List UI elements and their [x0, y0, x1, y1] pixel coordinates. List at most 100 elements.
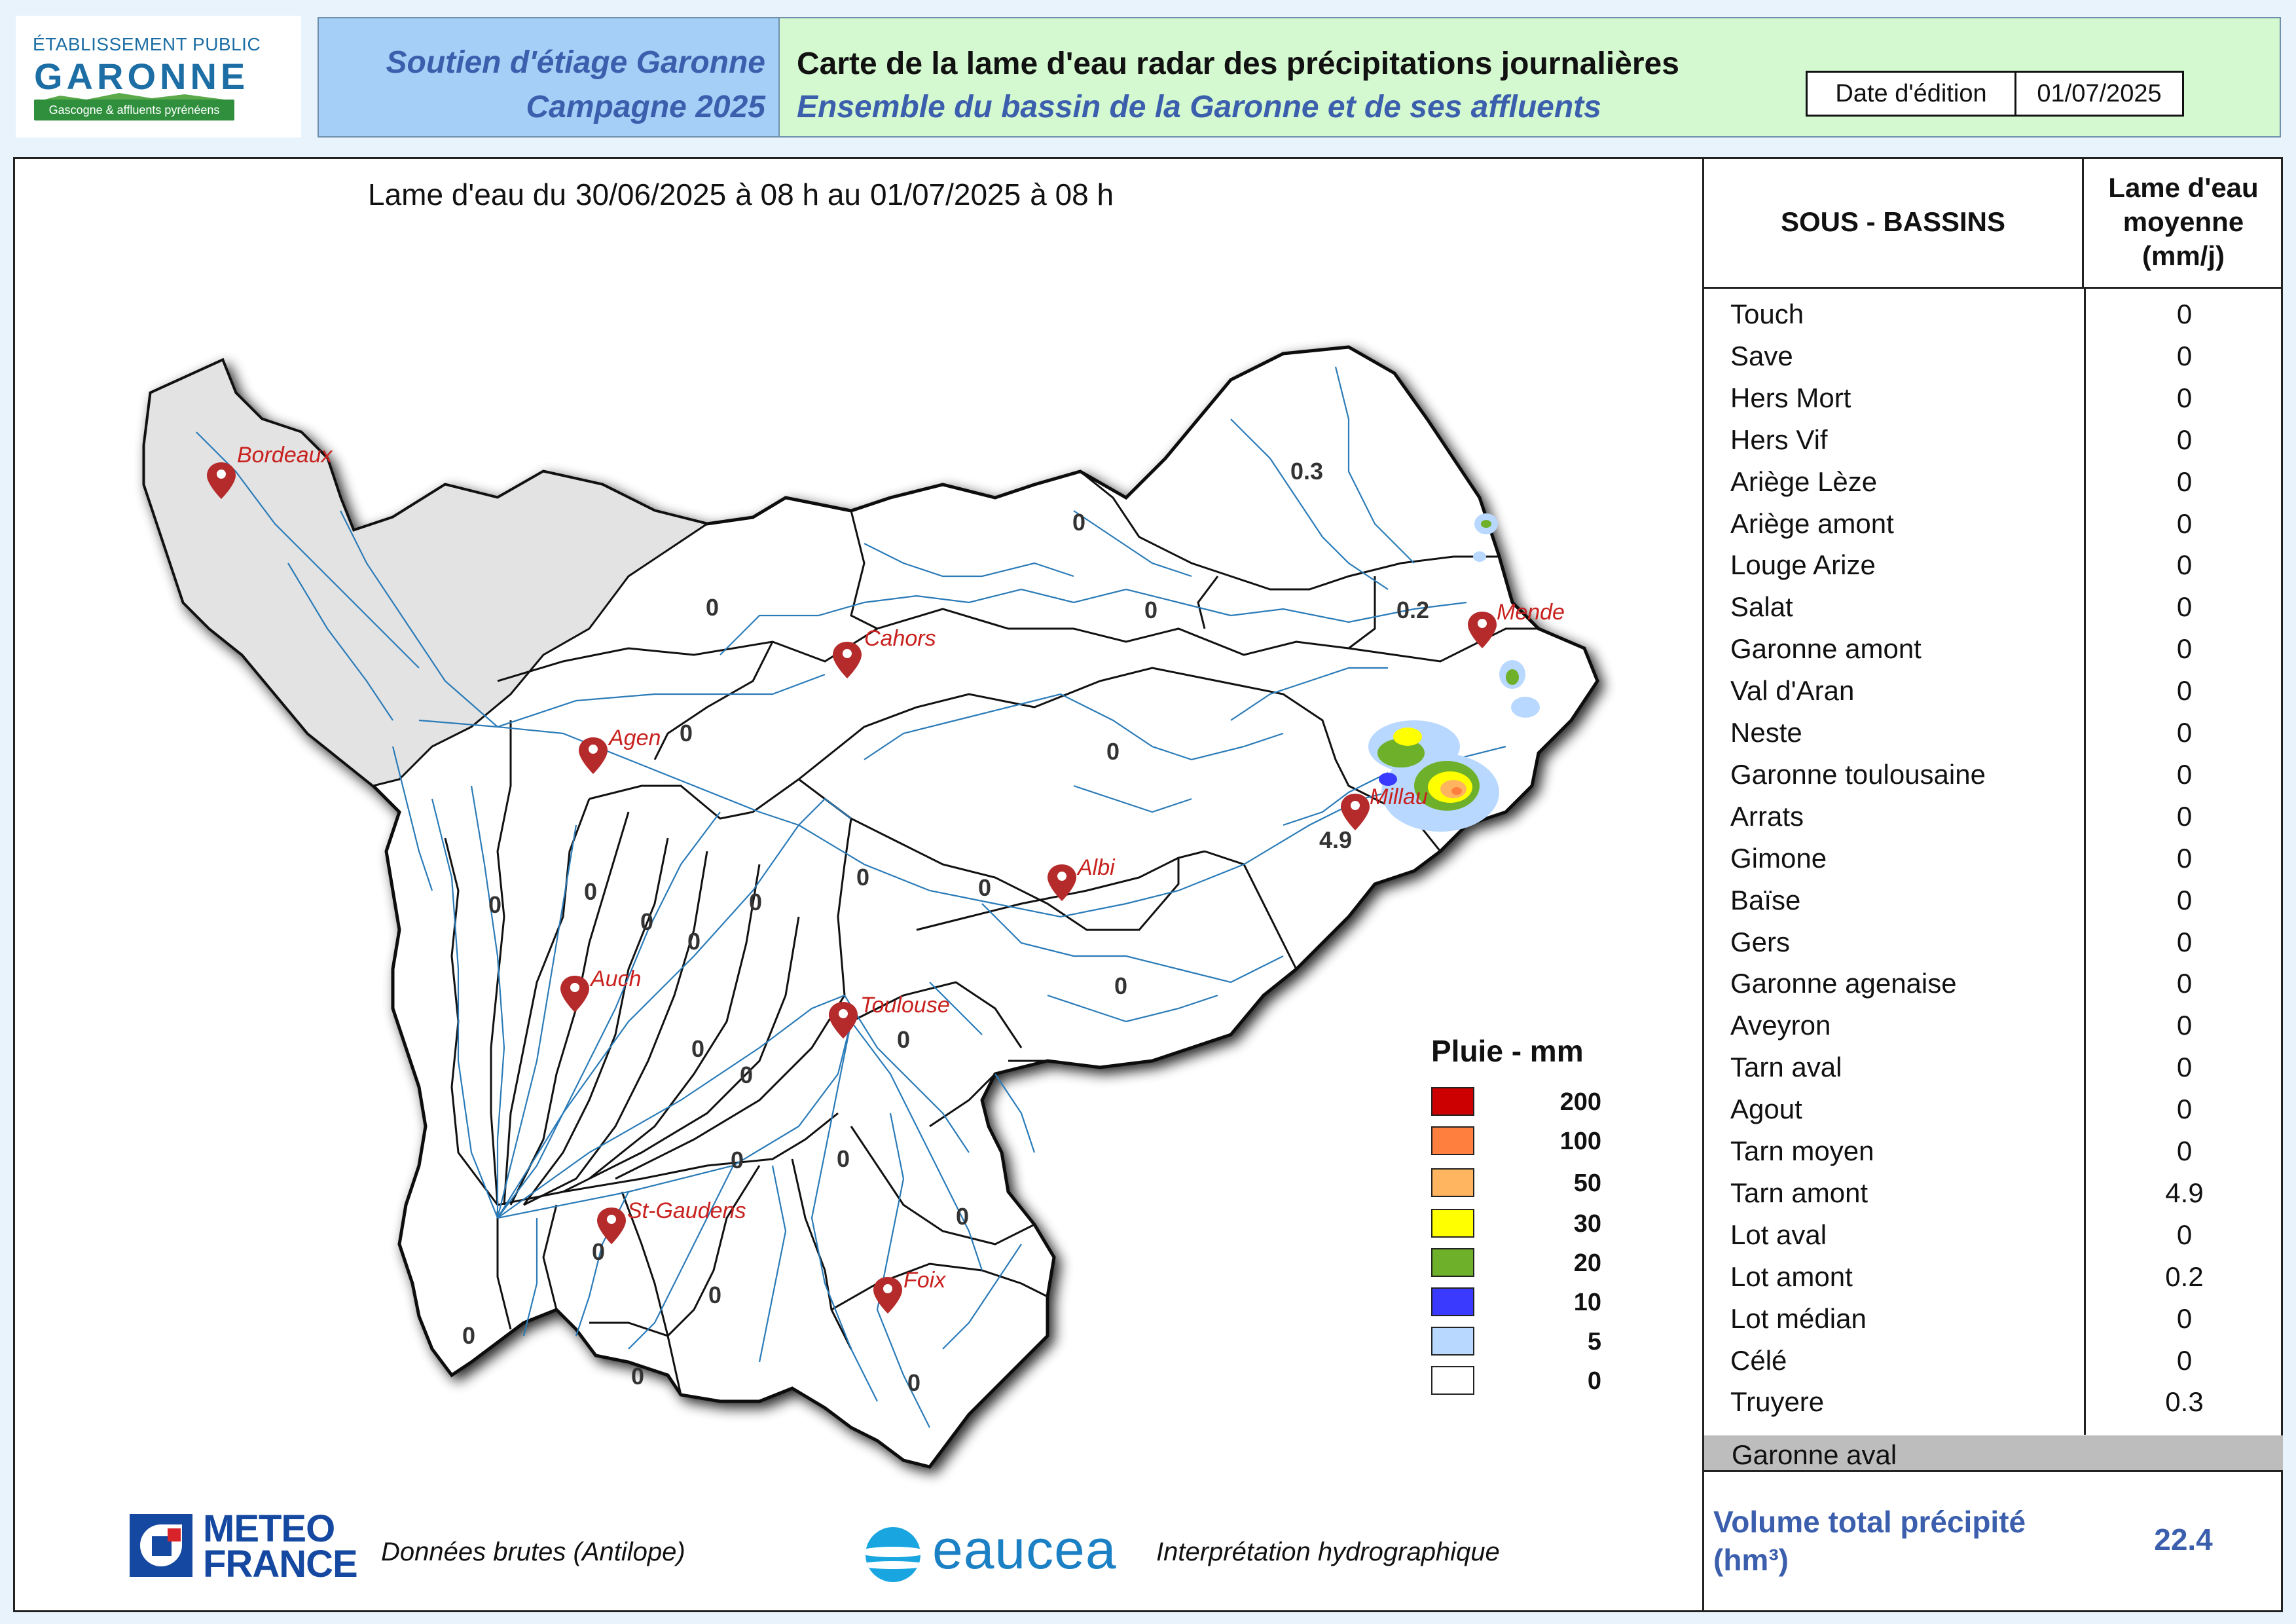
legend-swatch — [1431, 1327, 1474, 1356]
basin-value: 0 — [1114, 972, 1127, 999]
sub-basin-value: 0 — [2176, 340, 2193, 371]
epg-logo: ÉTABLISSEMENT PUBLIC GARONNE Gascogne & … — [16, 16, 301, 138]
col-header-rainfall-line1: Lame d'eau — [2108, 172, 2259, 203]
map-title-prefix: Lame d'eau du — [368, 177, 566, 212]
map-pin-icon — [1341, 794, 1370, 830]
city-label: Albi — [1076, 855, 1116, 880]
logo-line2: GARONNE — [34, 56, 249, 97]
table-row: Lot amont 0.2 — [1704, 1256, 2283, 1298]
basin-value: 0 — [631, 1363, 644, 1390]
legend-item: 30 — [1431, 1209, 1601, 1239]
basin-value: 0 — [488, 891, 501, 918]
basin-value: 0 — [837, 1145, 850, 1172]
sub-basin-value: 4.9 — [2165, 1177, 2204, 1208]
basin-value: 0 — [731, 1147, 744, 1173]
sub-basin-value: 0 — [2176, 1094, 2193, 1125]
sub-basin-value: 0 — [2176, 1344, 2193, 1376]
table-row: Louge Arize 0 — [1704, 544, 2283, 586]
map-pin-icon — [560, 976, 589, 1012]
campaign-year: Campagne 2025 — [526, 90, 765, 124]
table-row: Hers Mort 0 — [1704, 377, 2283, 419]
city-label: Bordeaux — [237, 443, 333, 468]
map-start-hour: à 08 h au — [735, 177, 861, 212]
map-start-date: 30/06/2025 — [575, 177, 727, 212]
legend-title: Pluie - mm — [1431, 1034, 1584, 1068]
basin-value: 0 — [1072, 509, 1085, 536]
city-marker-millau: Millau — [1341, 784, 1428, 830]
basin-value: 0 — [640, 908, 653, 935]
city-markers: Bordeaux Cahors Agen Mende Millau Albi — [207, 443, 1565, 1314]
sub-basin-value: 0 — [2176, 675, 2193, 707]
basin-value: 4.9 — [1319, 826, 1352, 853]
map-pin-icon — [1048, 864, 1076, 901]
eaucea-caption: Interprétation hydrographique — [1156, 1538, 1500, 1566]
volume-value: 22.4 — [2154, 1522, 2213, 1557]
sub-basin-value: 0 — [2176, 591, 2193, 623]
page-subtitle: Ensemble du bassin de la Garonne et de s… — [797, 90, 1601, 124]
basin-value: 0 — [708, 1282, 721, 1308]
meteo-line2: FRANCE — [203, 1543, 358, 1585]
sub-basin-value: 0 — [2176, 1219, 2193, 1250]
sub-basin-value: 0 — [2176, 758, 2193, 790]
basin-value: 0 — [856, 864, 869, 891]
sub-basin-name: Arrats — [1730, 800, 1804, 832]
radar-rain-cells — [1368, 513, 1540, 832]
sub-basin-name: Hers Vif — [1730, 424, 1828, 455]
basin-value: 0 — [956, 1203, 969, 1230]
table-row: Célé 0 — [1704, 1340, 2283, 1382]
legend-item: 100 — [1431, 1126, 1601, 1156]
sub-basin-value: 0 — [2176, 1135, 2193, 1166]
basin-value: 0 — [740, 1061, 753, 1088]
table-row: Ariège Lèze 0 — [1704, 461, 2283, 503]
basin-value: 0 — [687, 928, 701, 955]
col-header-sub-basins: SOUS - BASSINS — [1704, 157, 2084, 287]
city-label: St-Gaudens — [627, 1198, 746, 1223]
legend-value: 100 — [1559, 1128, 1601, 1155]
city-marker-st-gaudens: St-Gaudens — [597, 1198, 746, 1244]
map-pin-icon — [597, 1208, 626, 1244]
map-end-hour: à 08 h — [1030, 177, 1114, 212]
legend-item: 20 — [1431, 1248, 1601, 1278]
basin-value: 0 — [1144, 597, 1157, 623]
basin-value: 0 — [706, 594, 719, 621]
sub-basin-name: Val d'Aran — [1730, 675, 1855, 707]
legend-swatch — [1431, 1087, 1474, 1116]
garonne-aval-row: Garonne aval — [1704, 1435, 2283, 1472]
sub-basin-name: Célé — [1730, 1344, 1787, 1376]
sub-basin-name: Salat — [1730, 591, 1793, 623]
table-row: Val d'Aran 0 — [1704, 670, 2283, 712]
sub-basin-name: Tarn moyen — [1730, 1135, 1874, 1166]
table-row: Hers Vif 0 — [1704, 419, 2283, 461]
map-pin-icon — [833, 642, 862, 678]
sub-basin-value: 0 — [2176, 1052, 2193, 1083]
logo-line3: Gascogne & affluents pyrénéens — [34, 100, 234, 120]
sub-basin-name: Save — [1730, 340, 1793, 371]
basin-value: 0 — [897, 1026, 910, 1053]
garonne-aval-label: Garonne aval — [1732, 1439, 1897, 1470]
sub-basin-name: Tarn aval — [1730, 1052, 1842, 1083]
basin-value: 0.3 — [1290, 458, 1323, 485]
city-label: Auch — [589, 967, 642, 991]
sub-basin-name: Hers Mort — [1730, 382, 1851, 413]
basin-value: 0 — [907, 1369, 920, 1396]
table-row: Aveyron 0 — [1704, 1005, 2283, 1046]
legend-value: 0 — [1587, 1367, 1601, 1395]
sub-basin-name: Lot aval — [1730, 1219, 1827, 1250]
table-row: Tarn moyen 0 — [1704, 1130, 2283, 1172]
table-row: Tarn amont 4.9 — [1704, 1172, 2283, 1214]
col-header-rainfall: Lame d'eau moyenne (mm/j) — [2084, 157, 2283, 287]
sub-basin-name: Lot médian — [1730, 1302, 1867, 1334]
table-row: Arrats 0 — [1704, 796, 2283, 838]
city-marker-agen: Agen — [579, 726, 661, 774]
sub-basin-name: Baïse — [1730, 884, 1801, 915]
garonne-aval-zone — [143, 358, 710, 787]
city-marker-toulouse: Toulouse — [829, 993, 950, 1039]
sub-basin-name: Tarn amont — [1730, 1177, 1868, 1208]
campaign-box: Soutien d'étiage Garonne Campagne 2025 — [318, 17, 780, 138]
table-row: Gimone 0 — [1704, 838, 2283, 879]
sub-basin-value: 0 — [2176, 968, 2193, 999]
table-row: Garonne toulousaine 0 — [1704, 754, 2283, 796]
volume-label: Volume total précipité (hm³) — [1713, 1505, 2026, 1577]
table-row: Baïse 0 — [1704, 879, 2283, 921]
city-label: Agen — [608, 726, 661, 750]
